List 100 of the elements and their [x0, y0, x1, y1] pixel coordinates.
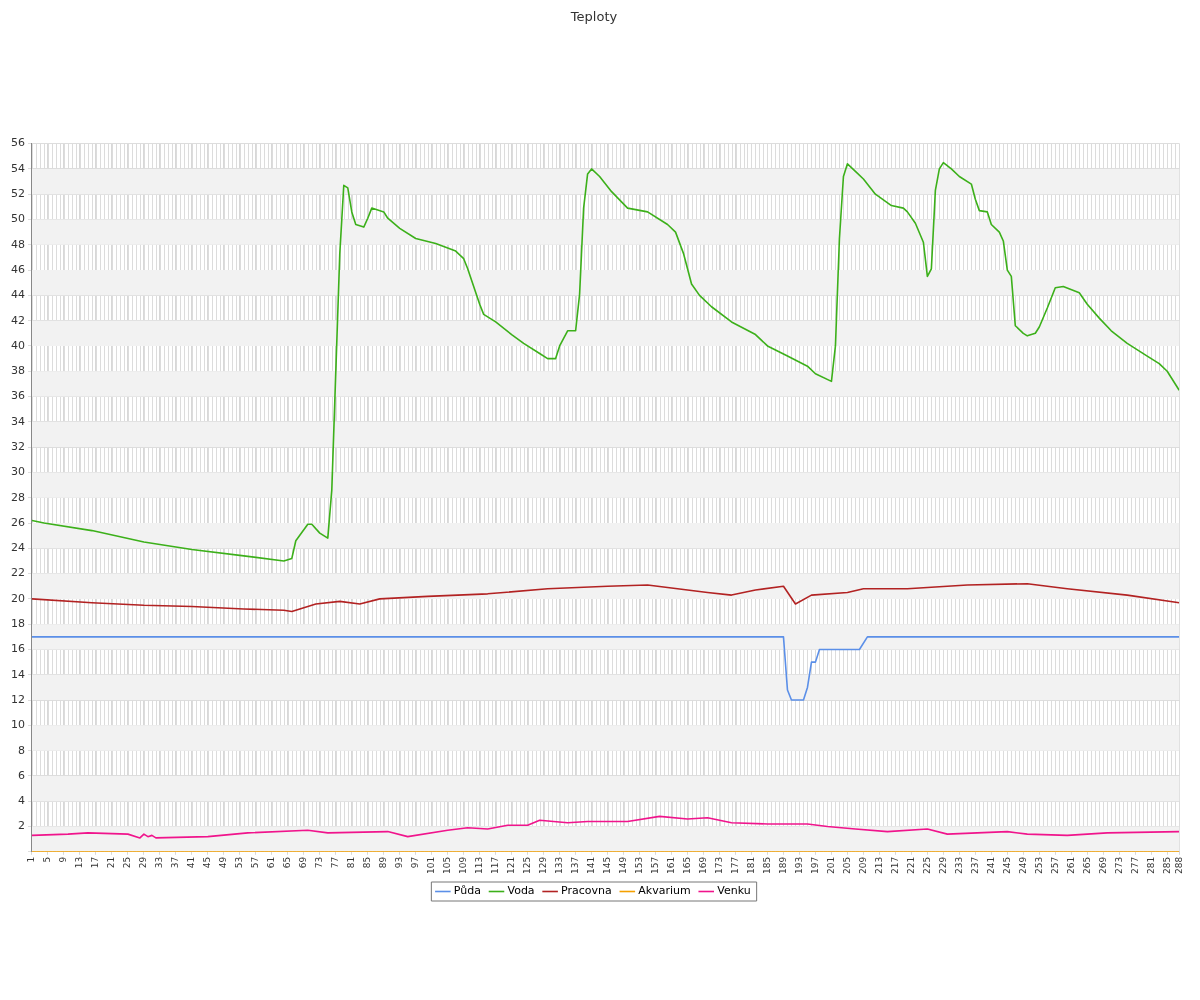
x-tick-label: 17: [90, 856, 101, 869]
x-tick-label: 97: [410, 856, 421, 869]
x-tick-label: 85: [362, 856, 373, 869]
x-tick-label: 37: [170, 856, 181, 869]
x-tick-label: 9: [58, 856, 69, 863]
x-tick-label: 281: [1145, 856, 1156, 875]
x-tick-label: 189: [777, 856, 788, 875]
y-tick-label: 6: [18, 768, 25, 782]
y-tick-label: 42: [11, 313, 25, 327]
y-tick-label: 40: [11, 338, 25, 352]
x-tick-label: 185: [761, 856, 772, 875]
y-tick-label: 16: [11, 642, 25, 656]
x-tick-label: 157: [649, 856, 660, 875]
x-tick-label: 121: [506, 856, 517, 875]
x-tick-label: 265: [1081, 856, 1092, 875]
x-tick-label: 225: [921, 856, 932, 875]
y-tick-label: 46: [11, 262, 25, 276]
y-tick-label: 36: [11, 389, 25, 403]
x-tick-label: 173: [713, 856, 724, 875]
y-tick-label: 30: [11, 465, 25, 479]
y-tick-label: 38: [11, 364, 25, 378]
x-tick-label: 89: [378, 856, 389, 869]
y-tick-label: 32: [11, 439, 25, 453]
y-tick-label: 10: [11, 718, 25, 732]
y-tick-label: 18: [11, 617, 25, 631]
x-tick-label: 109: [458, 856, 469, 875]
x-tick-label: 25: [122, 856, 133, 869]
legend-label: Pracovna: [561, 884, 612, 898]
y-tick-label: 28: [11, 490, 25, 504]
y-tick-label: 8: [18, 743, 25, 757]
x-tick-label: 161: [665, 856, 676, 875]
x-tick-label: 273: [1113, 856, 1124, 875]
x-tick-label: 73: [314, 856, 325, 869]
x-tick-label: 137: [569, 856, 580, 875]
x-tick-label: 1: [26, 856, 37, 863]
x-tick-label: 213: [873, 856, 884, 875]
x-tick-label: 13: [74, 856, 85, 869]
x-tick-label: 285: [1161, 856, 1172, 875]
x-tick-label: 53: [234, 856, 245, 869]
y-tick-label: 2: [18, 819, 25, 833]
x-tick-label: 209: [857, 856, 868, 875]
x-tick-label: 41: [186, 856, 197, 869]
x-tick-label: 101: [426, 856, 437, 875]
y-tick-label: 14: [11, 667, 25, 681]
y-tick-label: 44: [11, 288, 25, 302]
x-tick-label: 261: [1065, 856, 1076, 875]
x-tick-label: 233: [953, 856, 964, 875]
y-tick-label: 48: [11, 237, 25, 251]
x-tick-label: 241: [985, 856, 996, 875]
y-tick-label: 4: [18, 794, 25, 808]
x-tick-label: 29: [138, 856, 149, 869]
y-tick-label: 54: [11, 161, 25, 175]
x-tick-label: 181: [745, 856, 756, 875]
x-tick-label: 221: [905, 856, 916, 875]
y-tick-label: 12: [11, 692, 25, 706]
x-tick-label: 49: [218, 856, 229, 869]
x-tick-label: 201: [825, 856, 836, 875]
y-tick-label: 50: [11, 212, 25, 226]
y-tick-label: 22: [11, 566, 25, 580]
x-tick-label: 153: [633, 856, 644, 875]
x-tick-label: 277: [1129, 856, 1140, 875]
x-tick-label: 249: [1017, 856, 1028, 875]
x-tick-label: 149: [617, 856, 628, 875]
x-tick-label: 193: [793, 856, 804, 875]
x-tick-label: 33: [154, 856, 165, 869]
y-tick-label: 34: [11, 414, 25, 428]
legend-label: Venku: [717, 884, 751, 898]
x-tick-label: 81: [346, 856, 357, 869]
x-tick-label: 145: [601, 856, 612, 875]
x-tick-label: 169: [697, 856, 708, 875]
x-tick-label: 229: [937, 856, 948, 875]
x-tick-label: 129: [537, 856, 548, 875]
x-tick-label: 61: [266, 856, 277, 869]
legend-label: Půda: [453, 884, 481, 898]
y-tick-label: 26: [11, 515, 25, 529]
x-tick-label: 105: [442, 856, 453, 875]
x-tick-label: 77: [330, 856, 341, 869]
legend-label: Voda: [507, 884, 535, 898]
x-tick-label: 117: [490, 856, 501, 875]
x-tick-label: 69: [298, 856, 309, 869]
x-tick-label: 65: [282, 856, 293, 869]
y-tick-label: 24: [11, 541, 25, 555]
x-tick-label: 177: [729, 856, 740, 875]
x-tick-label: 5: [42, 856, 53, 863]
x-tick-label: 288: [1173, 856, 1184, 875]
y-tick-label: 56: [11, 136, 25, 150]
chart-title: Teploty: [569, 9, 618, 25]
legend-label: Akvarium: [638, 884, 691, 898]
x-tick-label: 205: [841, 856, 852, 875]
x-tick-label: 237: [969, 856, 980, 875]
x-tick-label: 125: [522, 856, 532, 875]
x-tick-label: 93: [394, 856, 405, 869]
x-tick-label: 165: [681, 856, 692, 875]
x-tick-label: 45: [202, 856, 213, 869]
x-tick-label: 133: [553, 856, 564, 875]
x-tick-label: 57: [250, 856, 261, 869]
x-tick-label: 257: [1049, 856, 1060, 875]
x-tick-label: 21: [106, 856, 117, 869]
x-tick-label: 217: [889, 856, 900, 875]
x-tick-label: 113: [474, 856, 485, 875]
